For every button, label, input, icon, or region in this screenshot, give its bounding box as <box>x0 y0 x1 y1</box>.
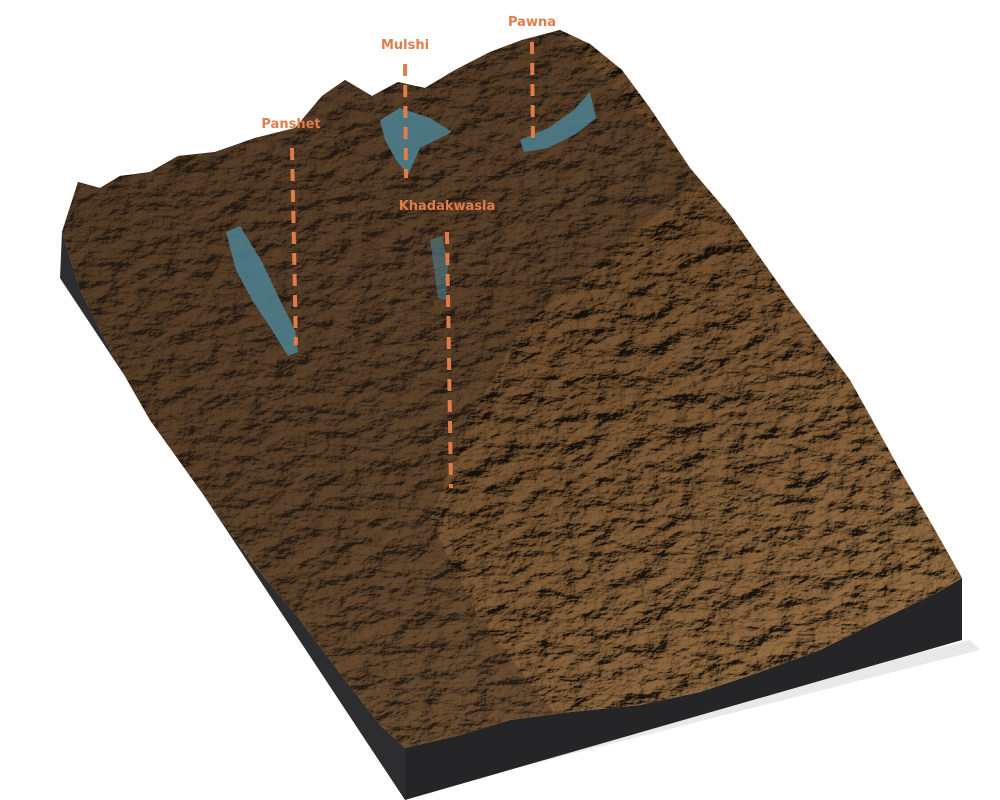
dam-label-khadakwasla: Khadakwasla <box>399 199 496 214</box>
dam-marker-mulshi: Mulshi <box>381 38 429 179</box>
dam-label-mulshi: Mulshi <box>381 38 429 53</box>
reservoir-pawna <box>520 92 596 152</box>
dam-marker-panshet: Panshet <box>261 117 321 346</box>
reservoir-khadakwasla <box>430 236 448 300</box>
dam-label-panshet: Panshet <box>261 117 320 132</box>
dam-marker-khadakwasla: Khadakwasla <box>399 199 496 489</box>
reservoir-mulshi <box>380 108 452 175</box>
mountain-ridges <box>62 30 700 748</box>
dam-label-pawna: Pawna <box>508 15 556 30</box>
block-side-front <box>405 578 962 800</box>
block-side-left <box>60 232 405 800</box>
dam-marker-pawna: Pawna <box>508 15 556 143</box>
reservoir-panshet <box>226 226 298 356</box>
